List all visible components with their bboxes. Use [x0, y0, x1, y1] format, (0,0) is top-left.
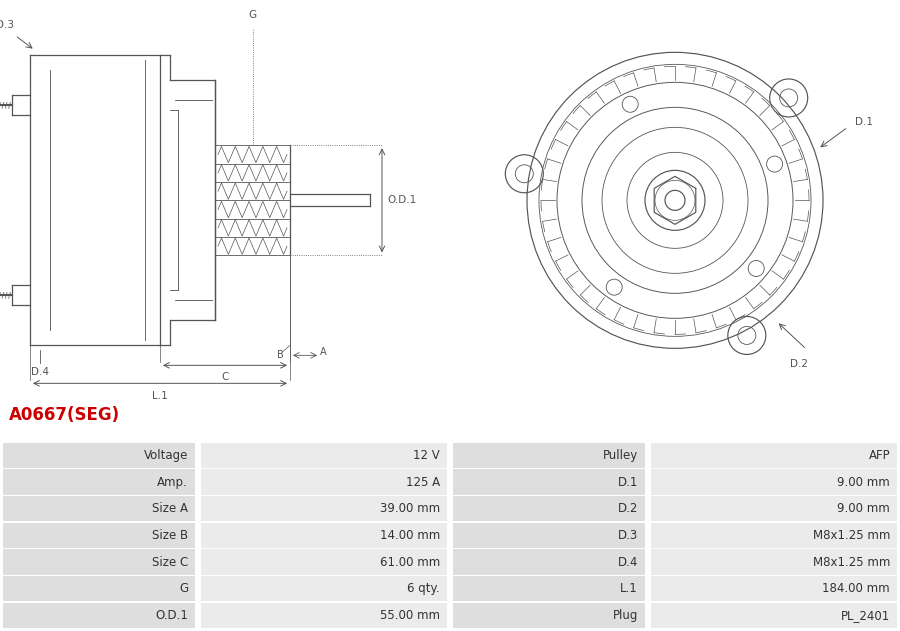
Text: Size B: Size B: [152, 529, 188, 542]
Bar: [453, 576, 645, 601]
Text: AFP: AFP: [868, 449, 890, 462]
Bar: [453, 550, 645, 575]
Bar: [201, 443, 447, 468]
Text: D.1: D.1: [855, 117, 873, 127]
Text: B: B: [276, 350, 284, 360]
Text: M8x1.25 mm: M8x1.25 mm: [813, 529, 890, 542]
Text: M8x1.25 mm: M8x1.25 mm: [813, 555, 890, 569]
Bar: [453, 523, 645, 548]
Bar: [3, 523, 195, 548]
Text: D.3: D.3: [0, 20, 14, 30]
Text: O.D.1: O.D.1: [155, 609, 188, 622]
Bar: [651, 550, 897, 575]
Bar: [3, 469, 195, 495]
Bar: [3, 603, 195, 628]
Text: L.1: L.1: [152, 391, 168, 401]
Bar: [651, 603, 897, 628]
Text: 55.00 mm: 55.00 mm: [380, 609, 440, 622]
Text: D.3: D.3: [617, 529, 638, 542]
Bar: [3, 576, 195, 601]
Text: 125 A: 125 A: [406, 476, 440, 488]
Bar: [201, 603, 447, 628]
Bar: [453, 443, 645, 468]
Bar: [201, 523, 447, 548]
Bar: [201, 550, 447, 575]
Text: 61.00 mm: 61.00 mm: [380, 555, 440, 569]
Text: 184.00 mm: 184.00 mm: [823, 582, 890, 595]
Text: A0667(SEG): A0667(SEG): [9, 406, 120, 425]
Text: 9.00 mm: 9.00 mm: [837, 476, 890, 488]
Bar: [651, 576, 897, 601]
Bar: [453, 496, 645, 521]
Bar: [201, 469, 447, 495]
Text: L.1: L.1: [620, 582, 638, 595]
Text: Plug: Plug: [613, 609, 638, 622]
Text: D.1: D.1: [617, 476, 638, 488]
Text: 6 qty.: 6 qty.: [408, 582, 440, 595]
Text: Amp.: Amp.: [158, 476, 188, 488]
Text: G: G: [248, 10, 256, 20]
Text: G: G: [179, 582, 188, 595]
Text: D.2: D.2: [617, 502, 638, 516]
Bar: [651, 469, 897, 495]
Text: A: A: [320, 347, 327, 357]
Text: 14.00 mm: 14.00 mm: [380, 529, 440, 542]
Bar: [201, 576, 447, 601]
Text: PL_2401: PL_2401: [841, 609, 890, 622]
Text: 9.00 mm: 9.00 mm: [837, 502, 890, 516]
Bar: [651, 523, 897, 548]
Text: Size C: Size C: [152, 555, 188, 569]
Bar: [3, 550, 195, 575]
Bar: [651, 496, 897, 521]
Bar: [651, 443, 897, 468]
Text: Size A: Size A: [152, 502, 188, 516]
Text: 39.00 mm: 39.00 mm: [380, 502, 440, 516]
Text: Pulley: Pulley: [603, 449, 638, 462]
Text: Voltage: Voltage: [144, 449, 188, 462]
Text: D.4: D.4: [617, 555, 638, 569]
Text: D.2: D.2: [789, 360, 807, 369]
Text: D.4: D.4: [31, 367, 49, 377]
Text: C: C: [221, 372, 229, 382]
Text: 12 V: 12 V: [413, 449, 440, 462]
Bar: [3, 496, 195, 521]
Bar: [3, 443, 195, 468]
Bar: [453, 603, 645, 628]
Bar: [201, 496, 447, 521]
Bar: [453, 469, 645, 495]
Text: O.D.1: O.D.1: [387, 196, 416, 205]
